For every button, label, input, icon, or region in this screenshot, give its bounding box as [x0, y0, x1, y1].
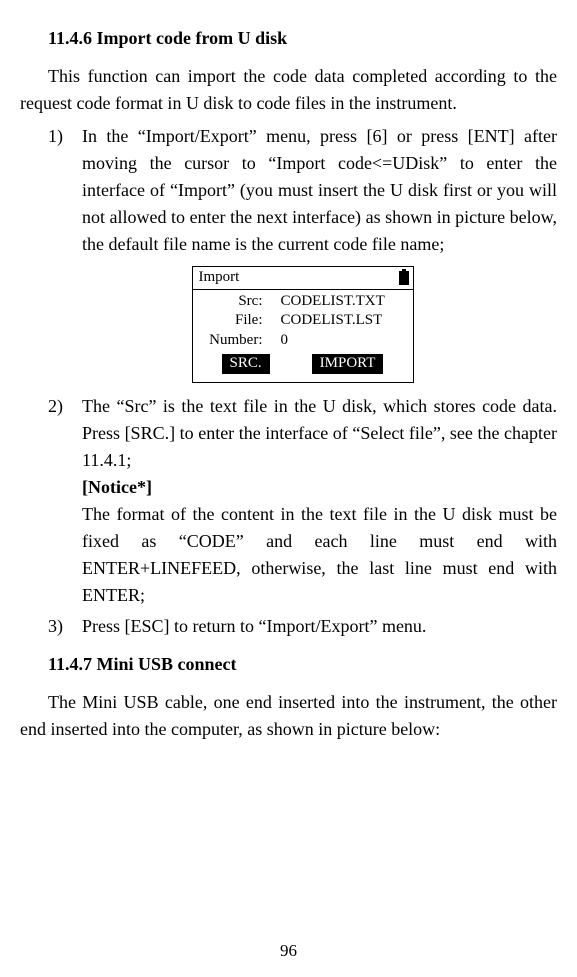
list-item-text: The “Src” is the text file in the U disk… [82, 396, 557, 470]
list-item-text: Press [ESC] to return to “Import/Export”… [82, 613, 557, 640]
list-item-number: 1) [48, 123, 82, 258]
section-2-intro: The Mini USB cable, one end inserted int… [20, 689, 557, 743]
page-number: 96 [0, 941, 577, 961]
section-2-heading: 11.4.7 Mini USB connect [48, 654, 557, 675]
device-body: Src: CODELIST.TXT File: CODELIST.LST Num… [193, 290, 413, 382]
device-screen: Import Src: CODELIST.TXT File: CODELIST.… [192, 266, 414, 383]
list-item: 3) Press [ESC] to return to “Import/Expo… [48, 613, 557, 640]
import-button[interactable]: IMPORT [312, 354, 384, 374]
list-item-number: 3) [48, 613, 82, 640]
list-item: 2) The “Src” is the text file in the U d… [48, 393, 557, 609]
page: 11.4.6 Import code from U disk This func… [0, 0, 577, 977]
device-title: Import [199, 268, 399, 288]
device-row-value: CODELIST.LST [269, 311, 409, 331]
section-1-intro: This function can import the code data c… [20, 63, 557, 117]
list-item: 1) In the “Import/Export” menu, press [6… [48, 123, 557, 258]
notice-text: The format of the content in the text fi… [82, 504, 557, 605]
list-item-body: The “Src” is the text file in the U disk… [82, 393, 557, 609]
ordered-list: 1) In the “Import/Export” menu, press [6… [48, 123, 557, 640]
device-row-label: Number: [197, 331, 269, 351]
list-item-text: In the “Import/Export” menu, press [6] o… [82, 123, 557, 258]
list-item-number: 2) [48, 393, 82, 609]
battery-icon [399, 271, 409, 285]
notice-label: [Notice*] [82, 477, 152, 497]
section-1-heading: 11.4.6 Import code from U disk [48, 28, 557, 49]
device-row: File: CODELIST.LST [197, 311, 409, 331]
device-row-label: File: [197, 311, 269, 331]
device-row: Number: 0 [197, 331, 409, 351]
device-title-row: Import [193, 267, 413, 290]
device-row-value: 0 [269, 331, 409, 351]
device-row-label: Src: [197, 292, 269, 312]
device-button-row: SRC. IMPORT [197, 350, 409, 378]
src-button[interactable]: SRC. [222, 354, 270, 374]
device-row-value: CODELIST.TXT [269, 292, 409, 312]
device-row: Src: CODELIST.TXT [197, 292, 409, 312]
